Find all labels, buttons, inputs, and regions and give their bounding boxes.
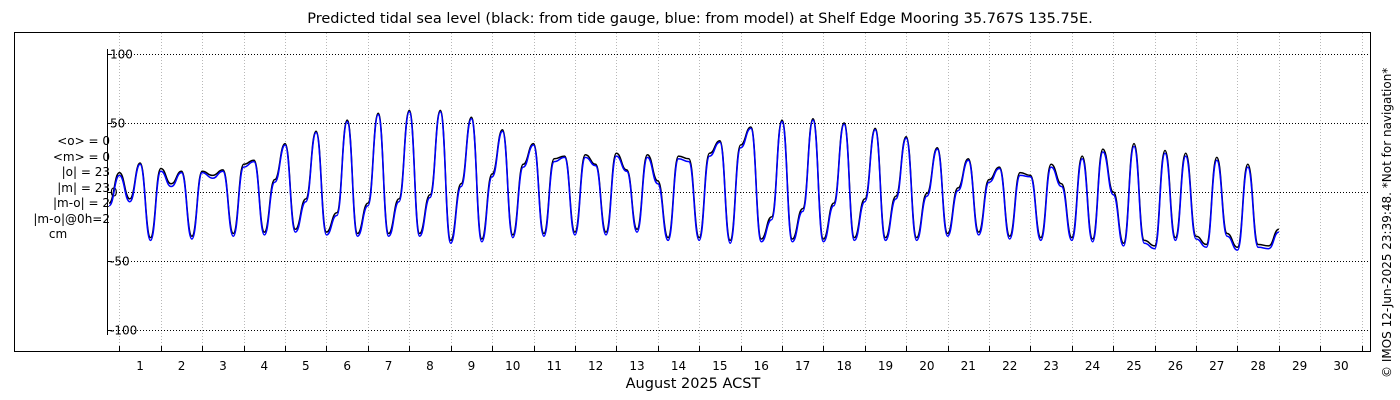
x-tick-label: 2 xyxy=(178,359,186,373)
x-tick-label: 21 xyxy=(961,359,976,373)
x-tick-label: 22 xyxy=(1002,359,1017,373)
x-tick-label: 20 xyxy=(919,359,934,373)
x-tick-label: 13 xyxy=(629,359,644,373)
x-tick-label: 24 xyxy=(1085,359,1100,373)
stat-abs-obs: |o| = 23 xyxy=(61,165,110,179)
x-tick-label: 10 xyxy=(505,359,520,373)
x-tick-label: 4 xyxy=(261,359,269,373)
stat-unit: cm xyxy=(48,227,68,241)
x-tick-label: 1 xyxy=(136,359,144,373)
figure-frame xyxy=(14,32,1371,352)
series-line xyxy=(108,111,1280,251)
x-tick-label: 17 xyxy=(795,359,810,373)
x-tick-label: 6 xyxy=(343,359,351,373)
x-tick-label: 25 xyxy=(1126,359,1141,373)
y-tick-label: -50 xyxy=(110,255,130,269)
series-line xyxy=(108,109,1280,249)
x-tick-label: 26 xyxy=(1168,359,1183,373)
stat-diff-0h: |m-o|@0h=2 xyxy=(33,211,110,226)
series-lines xyxy=(108,109,1280,251)
x-tick-label: 18 xyxy=(836,359,851,373)
x-tick-label: 19 xyxy=(878,359,893,373)
chart-title: Predicted tidal sea level (black: from t… xyxy=(307,11,1093,27)
x-tick-label: 9 xyxy=(468,359,476,373)
stats-panel: <o> = 0 <m> = 0 |o| = 23 |m| = 23 |m-o| … xyxy=(14,134,110,243)
y-tick-label: -100 xyxy=(110,324,137,338)
x-tick-label: 23 xyxy=(1044,359,1059,373)
y-tick-label: 50 xyxy=(110,117,125,131)
x-tick-label: 29 xyxy=(1292,359,1307,373)
x-tick-label: 5 xyxy=(302,359,310,373)
x-tick-label: 30 xyxy=(1333,359,1348,373)
x-tick-label: 28 xyxy=(1251,359,1266,373)
x-tick-label: 8 xyxy=(426,359,434,373)
x-tick-label: 7 xyxy=(385,359,393,373)
stat-mean-obs: <o> = 0 xyxy=(57,134,110,148)
y-tick-label: 100 xyxy=(110,48,133,62)
stat-mean-model: <m> = 0 xyxy=(52,149,110,164)
x-tick-label: 15 xyxy=(712,359,727,373)
x-tick-label: 16 xyxy=(754,359,769,373)
x-tick-label: 11 xyxy=(547,359,562,373)
stat-abs-diff: |m-o| = 2 xyxy=(53,196,110,210)
x-tick-label: 27 xyxy=(1209,359,1224,373)
x-tick-label: 3 xyxy=(219,359,227,373)
credit-text: © IMOS 12-Jun-2025 23:39:48. *Not for na… xyxy=(1380,67,1394,378)
stat-abs-model: |m| = 23 xyxy=(57,180,110,195)
x-tick-label: 12 xyxy=(588,359,603,373)
x-axis-label: August 2025 ACST xyxy=(625,376,761,392)
x-tick-label: 14 xyxy=(671,359,686,373)
